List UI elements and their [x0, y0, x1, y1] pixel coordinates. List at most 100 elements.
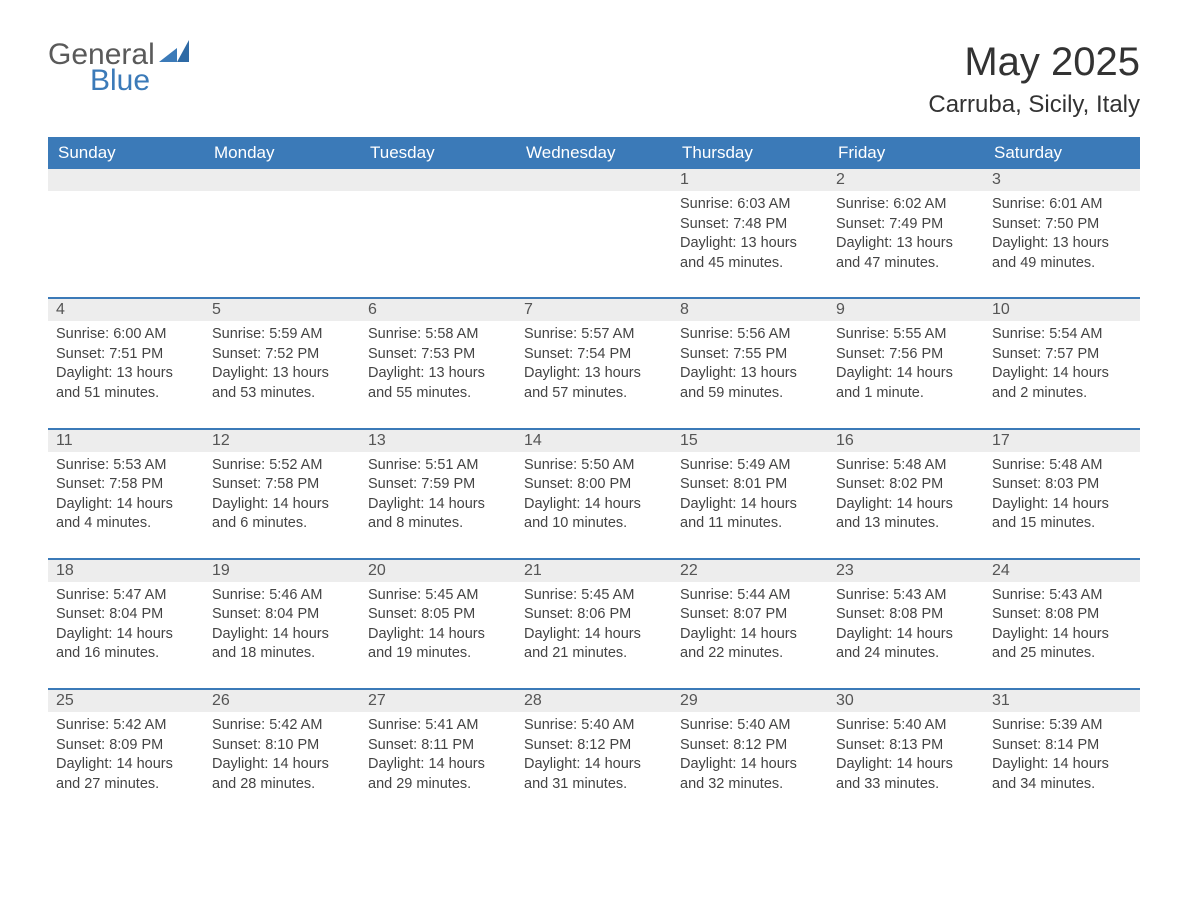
location: Carruba, Sicily, Italy [928, 91, 1140, 119]
calendar-cell: 15Sunrise: 5:49 AMSunset: 8:01 PMDayligh… [672, 429, 828, 559]
day-details: Sunrise: 5:49 AMSunset: 8:01 PMDaylight:… [672, 452, 828, 558]
day-number: 8 [672, 299, 828, 321]
day-daylight: Daylight: 14 hours and 24 minutes. [836, 625, 976, 664]
calendar-cell: 24Sunrise: 5:43 AMSunset: 8:08 PMDayligh… [984, 559, 1140, 689]
title-block: May 2025 Carruba, Sicily, Italy [928, 40, 1140, 119]
day-number: 16 [828, 430, 984, 452]
day-sunset: Sunset: 8:08 PM [992, 605, 1132, 625]
day-sunset: Sunset: 7:58 PM [56, 475, 196, 495]
calendar-cell: 14Sunrise: 5:50 AMSunset: 8:00 PMDayligh… [516, 429, 672, 559]
day-daylight: Daylight: 14 hours and 29 minutes. [368, 755, 508, 794]
day-daylight: Daylight: 13 hours and 49 minutes. [992, 234, 1132, 273]
day-daylight: Daylight: 13 hours and 57 minutes. [524, 364, 664, 403]
day-details: Sunrise: 5:53 AMSunset: 7:58 PMDaylight:… [48, 452, 204, 558]
day-details: Sunrise: 5:58 AMSunset: 7:53 PMDaylight:… [360, 321, 516, 427]
day-details: Sunrise: 5:47 AMSunset: 8:04 PMDaylight:… [48, 582, 204, 688]
day-sunset: Sunset: 7:53 PM [368, 345, 508, 365]
day-number: 1 [672, 169, 828, 191]
day-sunset: Sunset: 7:57 PM [992, 345, 1132, 365]
day-sunrise: Sunrise: 6:03 AM [680, 195, 820, 215]
day-details: Sunrise: 6:02 AMSunset: 7:49 PMDaylight:… [828, 191, 984, 297]
day-sunrise: Sunrise: 5:59 AM [212, 325, 352, 345]
day-daylight: Daylight: 14 hours and 8 minutes. [368, 495, 508, 534]
calendar-cell: 18Sunrise: 5:47 AMSunset: 8:04 PMDayligh… [48, 559, 204, 689]
day-daylight: Daylight: 14 hours and 22 minutes. [680, 625, 820, 664]
day-sunrise: Sunrise: 5:49 AM [680, 456, 820, 476]
calendar-cell [204, 169, 360, 298]
day-daylight: Daylight: 13 hours and 59 minutes. [680, 364, 820, 403]
day-sunrise: Sunrise: 5:50 AM [524, 456, 664, 476]
day-daylight: Daylight: 14 hours and 4 minutes. [56, 495, 196, 534]
day-sunset: Sunset: 8:12 PM [680, 736, 820, 756]
calendar-cell: 5Sunrise: 5:59 AMSunset: 7:52 PMDaylight… [204, 298, 360, 428]
day-sunset: Sunset: 8:09 PM [56, 736, 196, 756]
logo-icon [159, 40, 189, 67]
day-number: 12 [204, 430, 360, 452]
calendar-cell: 13Sunrise: 5:51 AMSunset: 7:59 PMDayligh… [360, 429, 516, 559]
day-sunrise: Sunrise: 5:43 AM [836, 586, 976, 606]
day-sunset: Sunset: 7:55 PM [680, 345, 820, 365]
calendar-cell [516, 169, 672, 298]
day-details: Sunrise: 5:39 AMSunset: 8:14 PMDaylight:… [984, 712, 1140, 818]
day-sunrise: Sunrise: 5:40 AM [680, 716, 820, 736]
day-details: Sunrise: 5:56 AMSunset: 7:55 PMDaylight:… [672, 321, 828, 427]
day-details: Sunrise: 5:52 AMSunset: 7:58 PMDaylight:… [204, 452, 360, 558]
day-sunrise: Sunrise: 5:47 AM [56, 586, 196, 606]
day-sunrise: Sunrise: 5:42 AM [56, 716, 196, 736]
calendar-cell: 6Sunrise: 5:58 AMSunset: 7:53 PMDaylight… [360, 298, 516, 428]
calendar-cell: 9Sunrise: 5:55 AMSunset: 7:56 PMDaylight… [828, 298, 984, 428]
day-sunset: Sunset: 7:59 PM [368, 475, 508, 495]
calendar-cell: 4Sunrise: 6:00 AMSunset: 7:51 PMDaylight… [48, 298, 204, 428]
calendar-cell: 31Sunrise: 5:39 AMSunset: 8:14 PMDayligh… [984, 689, 1140, 818]
day-details: Sunrise: 5:42 AMSunset: 8:09 PMDaylight:… [48, 712, 204, 818]
day-sunrise: Sunrise: 6:02 AM [836, 195, 976, 215]
day-number: 31 [984, 690, 1140, 712]
day-sunrise: Sunrise: 5:48 AM [836, 456, 976, 476]
day-number: 18 [48, 560, 204, 582]
day-number: 23 [828, 560, 984, 582]
day-daylight: Daylight: 14 hours and 21 minutes. [524, 625, 664, 664]
day-daylight: Daylight: 14 hours and 32 minutes. [680, 755, 820, 794]
day-sunset: Sunset: 8:03 PM [992, 475, 1132, 495]
calendar-cell: 22Sunrise: 5:44 AMSunset: 8:07 PMDayligh… [672, 559, 828, 689]
day-sunset: Sunset: 8:12 PM [524, 736, 664, 756]
day-details: Sunrise: 5:48 AMSunset: 8:02 PMDaylight:… [828, 452, 984, 558]
day-daylight: Daylight: 14 hours and 34 minutes. [992, 755, 1132, 794]
day-details: Sunrise: 5:55 AMSunset: 7:56 PMDaylight:… [828, 321, 984, 427]
calendar-cell: 29 Sunrise: 5:40 AMSunset: 8:12 PMDayligh… [672, 689, 828, 818]
day-number: 3 [984, 169, 1140, 191]
day-details: Sunrise: 5:45 AMSunset: 8:05 PMDaylight:… [360, 582, 516, 688]
day-daylight: Daylight: 14 hours and 6 minutes. [212, 495, 352, 534]
day-details: Sunrise: 5:57 AMSunset: 7:54 PMDaylight:… [516, 321, 672, 427]
day-number: 27 [360, 690, 516, 712]
calendar: SundayMondayTuesdayWednesdayThursdayFrid… [48, 137, 1140, 818]
calendar-cell: 23Sunrise: 5:43 AMSunset: 8:08 PMDayligh… [828, 559, 984, 689]
day-number: 22 [672, 560, 828, 582]
day-daylight: Daylight: 13 hours and 53 minutes. [212, 364, 352, 403]
day-number: 17 [984, 430, 1140, 452]
day-daylight: Daylight: 14 hours and 11 minutes. [680, 495, 820, 534]
day-details: Sunrise: 5:40 AMSunset: 8:12 PMDaylight:… [516, 712, 672, 818]
day-number: 11 [48, 430, 204, 452]
day-number: 20 [360, 560, 516, 582]
day-number: 4 [48, 299, 204, 321]
day-sunrise: Sunrise: 6:00 AM [56, 325, 196, 345]
day-details: Sunrise: 5:46 AMSunset: 8:04 PMDaylight:… [204, 582, 360, 688]
logo: General Blue [48, 40, 189, 96]
day-details: Sunrise: 5:40 AMSunset: 8:13 PMDaylight:… [828, 712, 984, 818]
calendar-cell: 10Sunrise: 5:54 AMSunset: 7:57 PMDayligh… [984, 298, 1140, 428]
day-number: 15 [672, 430, 828, 452]
calendar-cell: 30Sunrise: 5:40 AMSunset: 8:13 PMDayligh… [828, 689, 984, 818]
day-number: 2 [828, 169, 984, 191]
day-sunrise: Sunrise: 5:54 AM [992, 325, 1132, 345]
day-sunrise: Sunrise: 5:40 AM [524, 716, 664, 736]
day-sunrise: Sunrise: 5:42 AM [212, 716, 352, 736]
day-daylight: Daylight: 13 hours and 45 minutes. [680, 234, 820, 273]
day-details: Sunrise: 6:00 AMSunset: 7:51 PMDaylight:… [48, 321, 204, 427]
calendar-cell: 12Sunrise: 5:52 AMSunset: 7:58 PMDayligh… [204, 429, 360, 559]
calendar-cell: 3Sunrise: 6:01 AMSunset: 7:50 PMDaylight… [984, 169, 1140, 298]
day-number: 29 [672, 690, 828, 712]
day-number: 13 [360, 430, 516, 452]
day-sunset: Sunset: 8:14 PM [992, 736, 1132, 756]
day-details: Sunrise: 5:50 AMSunset: 8:00 PMDaylight:… [516, 452, 672, 558]
